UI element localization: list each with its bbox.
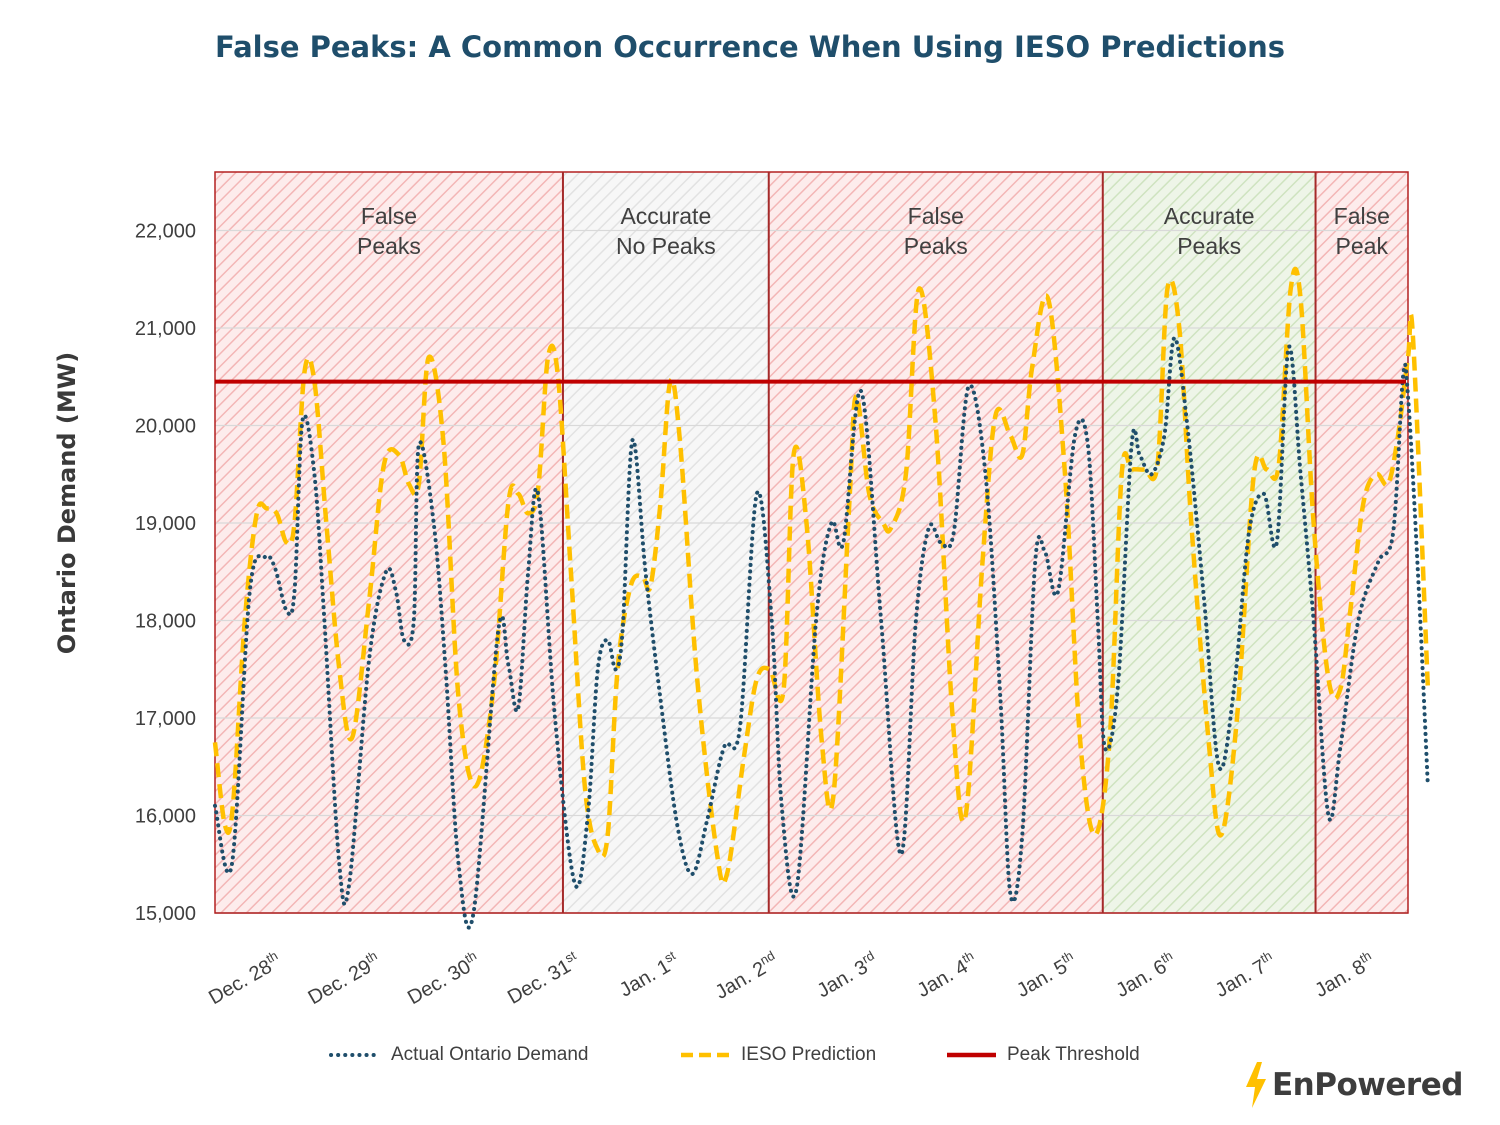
region-border-layer (214, 171, 1409, 914)
brand-logo: EnPowered (1244, 1060, 1463, 1110)
y-axis-label: Ontario Demand (MW) (53, 352, 81, 654)
region-label-0-0: False (361, 203, 417, 229)
x-tick-label: Dec. 30th (402, 948, 484, 1010)
region-label-4-1: Peak (1336, 233, 1389, 259)
legend-label-threshold: Peak Threshold (1007, 1044, 1140, 1065)
x-tick-label: Dec. 28th (204, 948, 286, 1010)
legend-label-prediction: IESO Prediction (741, 1044, 877, 1065)
y-tick-label: 15,000 (135, 903, 196, 925)
x-tick-label: Jan. 2nd (710, 948, 782, 1004)
x-tick-label: Jan. 7th (1210, 948, 1279, 1002)
y-tick-label: 18,000 (135, 611, 196, 633)
x-tick-label: Jan. 4th (912, 948, 981, 1002)
region-label-2-0: False (908, 203, 964, 229)
region-label-4-0: False (1334, 203, 1390, 229)
x-tick-label: Jan. 6th (1111, 948, 1180, 1002)
region-label-1-1: No Peaks (616, 233, 716, 259)
y-tick-label: 19,000 (135, 513, 196, 535)
series-line-ieso-prediction (212, 266, 1431, 886)
region-label-0-1: Peaks (357, 233, 421, 259)
y-tick-label: 17,000 (135, 708, 196, 730)
legend-swatch-dashed (681, 1052, 730, 1058)
legend-swatch-solid (947, 1052, 996, 1058)
region-2 (768, 172, 1103, 913)
region-label-1-0: Accurate (620, 203, 711, 229)
lightning-bolt-icon (1246, 1062, 1266, 1108)
brand-name: EnPowered (1272, 1067, 1463, 1103)
x-tick-label: Jan. 1st (614, 947, 683, 1001)
region-label-3-0: Accurate (1164, 203, 1255, 229)
series-layer (212, 266, 1431, 930)
region-4 (1315, 172, 1408, 913)
region-3 (1102, 172, 1316, 913)
plot-border (214, 171, 1409, 914)
chart-title: False Peaks: A Common Occurrence When Us… (214, 30, 1286, 64)
region-label-2-1: Peaks (904, 233, 968, 259)
x-tick-label: Jan. 5th (1011, 948, 1080, 1002)
series-line-actual-demand (213, 335, 1430, 930)
legend-swatch-dotted (329, 1053, 382, 1057)
region-layer (215, 172, 1408, 913)
x-tick-label: Dec. 31st (502, 947, 583, 1008)
y-tick-label: 20,000 (135, 416, 196, 438)
x-tick-label: Jan. 3rd (812, 948, 882, 1003)
y-tick-label: 16,000 (135, 806, 196, 828)
y-tick-label: 22,000 (135, 221, 196, 243)
region-label-3-1: Peaks (1177, 233, 1241, 259)
region-0 (215, 172, 563, 913)
region-1 (562, 172, 769, 913)
x-tick-label: Jan. 8th (1310, 948, 1379, 1002)
legend: Actual Ontario Demand IESO Prediction Pe… (0, 1040, 1500, 1070)
legend-item-actual: Actual Ontario Demand (328, 1040, 589, 1070)
legend-item-prediction: IESO Prediction (678, 1040, 876, 1070)
y-tick-label: 21,000 (135, 318, 196, 340)
legend-item-threshold: Peak Threshold (944, 1040, 1140, 1070)
x-tick-label: Dec. 29th (303, 948, 385, 1010)
legend-label-actual: Actual Ontario Demand (391, 1044, 589, 1065)
